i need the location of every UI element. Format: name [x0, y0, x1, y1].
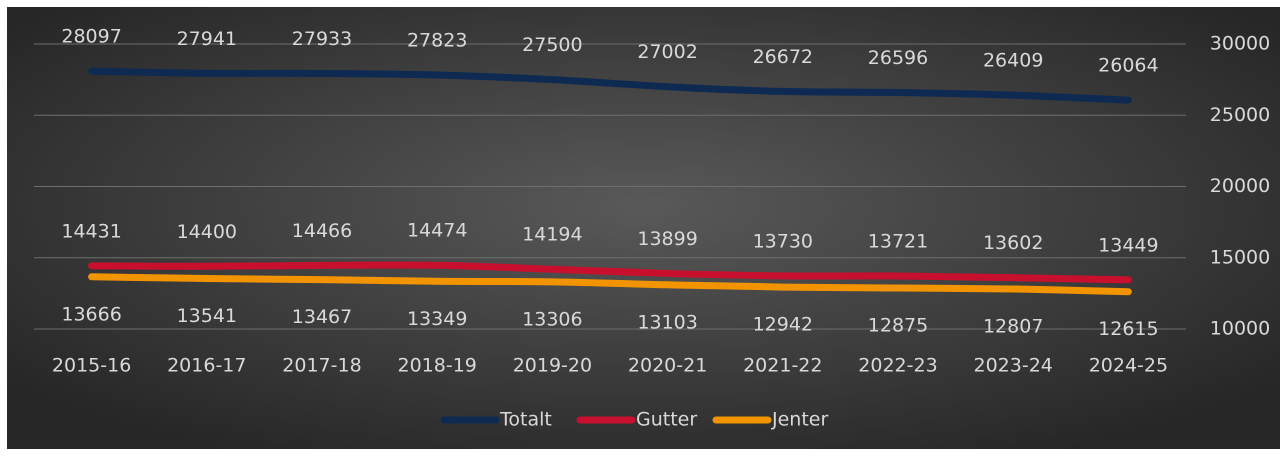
data-label: 28097 [61, 26, 121, 48]
data-label: 26064 [1098, 55, 1158, 77]
y-tick-label: 25000 [1210, 104, 1270, 126]
x-tick-label: 2024-25 [1089, 355, 1168, 377]
x-tick-label: 2022-23 [858, 355, 937, 377]
data-label: 27002 [637, 41, 697, 63]
data-label: 13899 [637, 228, 697, 250]
data-label: 13103 [637, 311, 697, 333]
data-label: 14474 [407, 220, 467, 242]
data-label: 12942 [753, 314, 813, 336]
y-tick-label: 15000 [1210, 246, 1270, 268]
data-label: 26596 [868, 47, 928, 69]
x-tick-label: 2017-18 [282, 355, 361, 377]
data-label: 13602 [983, 232, 1043, 254]
data-label: 13306 [522, 308, 582, 330]
data-label: 12875 [868, 315, 928, 337]
series-line [88, 273, 1132, 296]
data-label: 13730 [753, 230, 813, 252]
data-label: 27500 [522, 34, 582, 56]
data-label: 13349 [407, 308, 467, 330]
data-label: 13666 [61, 303, 121, 325]
data-label: 26672 [753, 46, 813, 68]
data-label: 27933 [292, 28, 352, 50]
x-tick-label: 2023-24 [974, 355, 1053, 377]
legend-label: Jenter [771, 409, 828, 431]
x-tick-label: 2021-22 [743, 355, 822, 377]
y-tick-label: 10000 [1210, 318, 1270, 340]
x-tick-label: 2019-20 [513, 355, 592, 377]
series-line [88, 67, 1132, 104]
data-label: 27941 [177, 28, 237, 50]
data-label: 26409 [983, 50, 1043, 72]
legend-label: Gutter [636, 409, 697, 431]
y-tick-label: 30000 [1210, 33, 1270, 55]
x-tick-label: 2016-17 [167, 355, 246, 377]
y-tick-label: 20000 [1210, 175, 1270, 197]
x-tick-label: 2020-21 [628, 355, 707, 377]
data-label: 12807 [983, 316, 1043, 338]
x-tick-label: 2018-19 [398, 355, 477, 377]
data-label: 13449 [1098, 234, 1158, 256]
data-label: 12615 [1098, 318, 1158, 340]
data-label: 27823 [407, 30, 467, 52]
x-tick-label: 2015-16 [52, 355, 131, 377]
legend-label: Totalt [499, 409, 552, 431]
data-label: 14400 [177, 221, 237, 243]
data-label: 13721 [868, 230, 928, 252]
data-label: 13541 [177, 305, 237, 327]
data-label: 14431 [61, 220, 121, 242]
data-label: 14466 [292, 220, 352, 242]
data-label: 13467 [292, 306, 352, 328]
chart-background [7, 7, 1280, 449]
data-label: 14194 [522, 224, 582, 246]
series-line [88, 261, 1132, 284]
